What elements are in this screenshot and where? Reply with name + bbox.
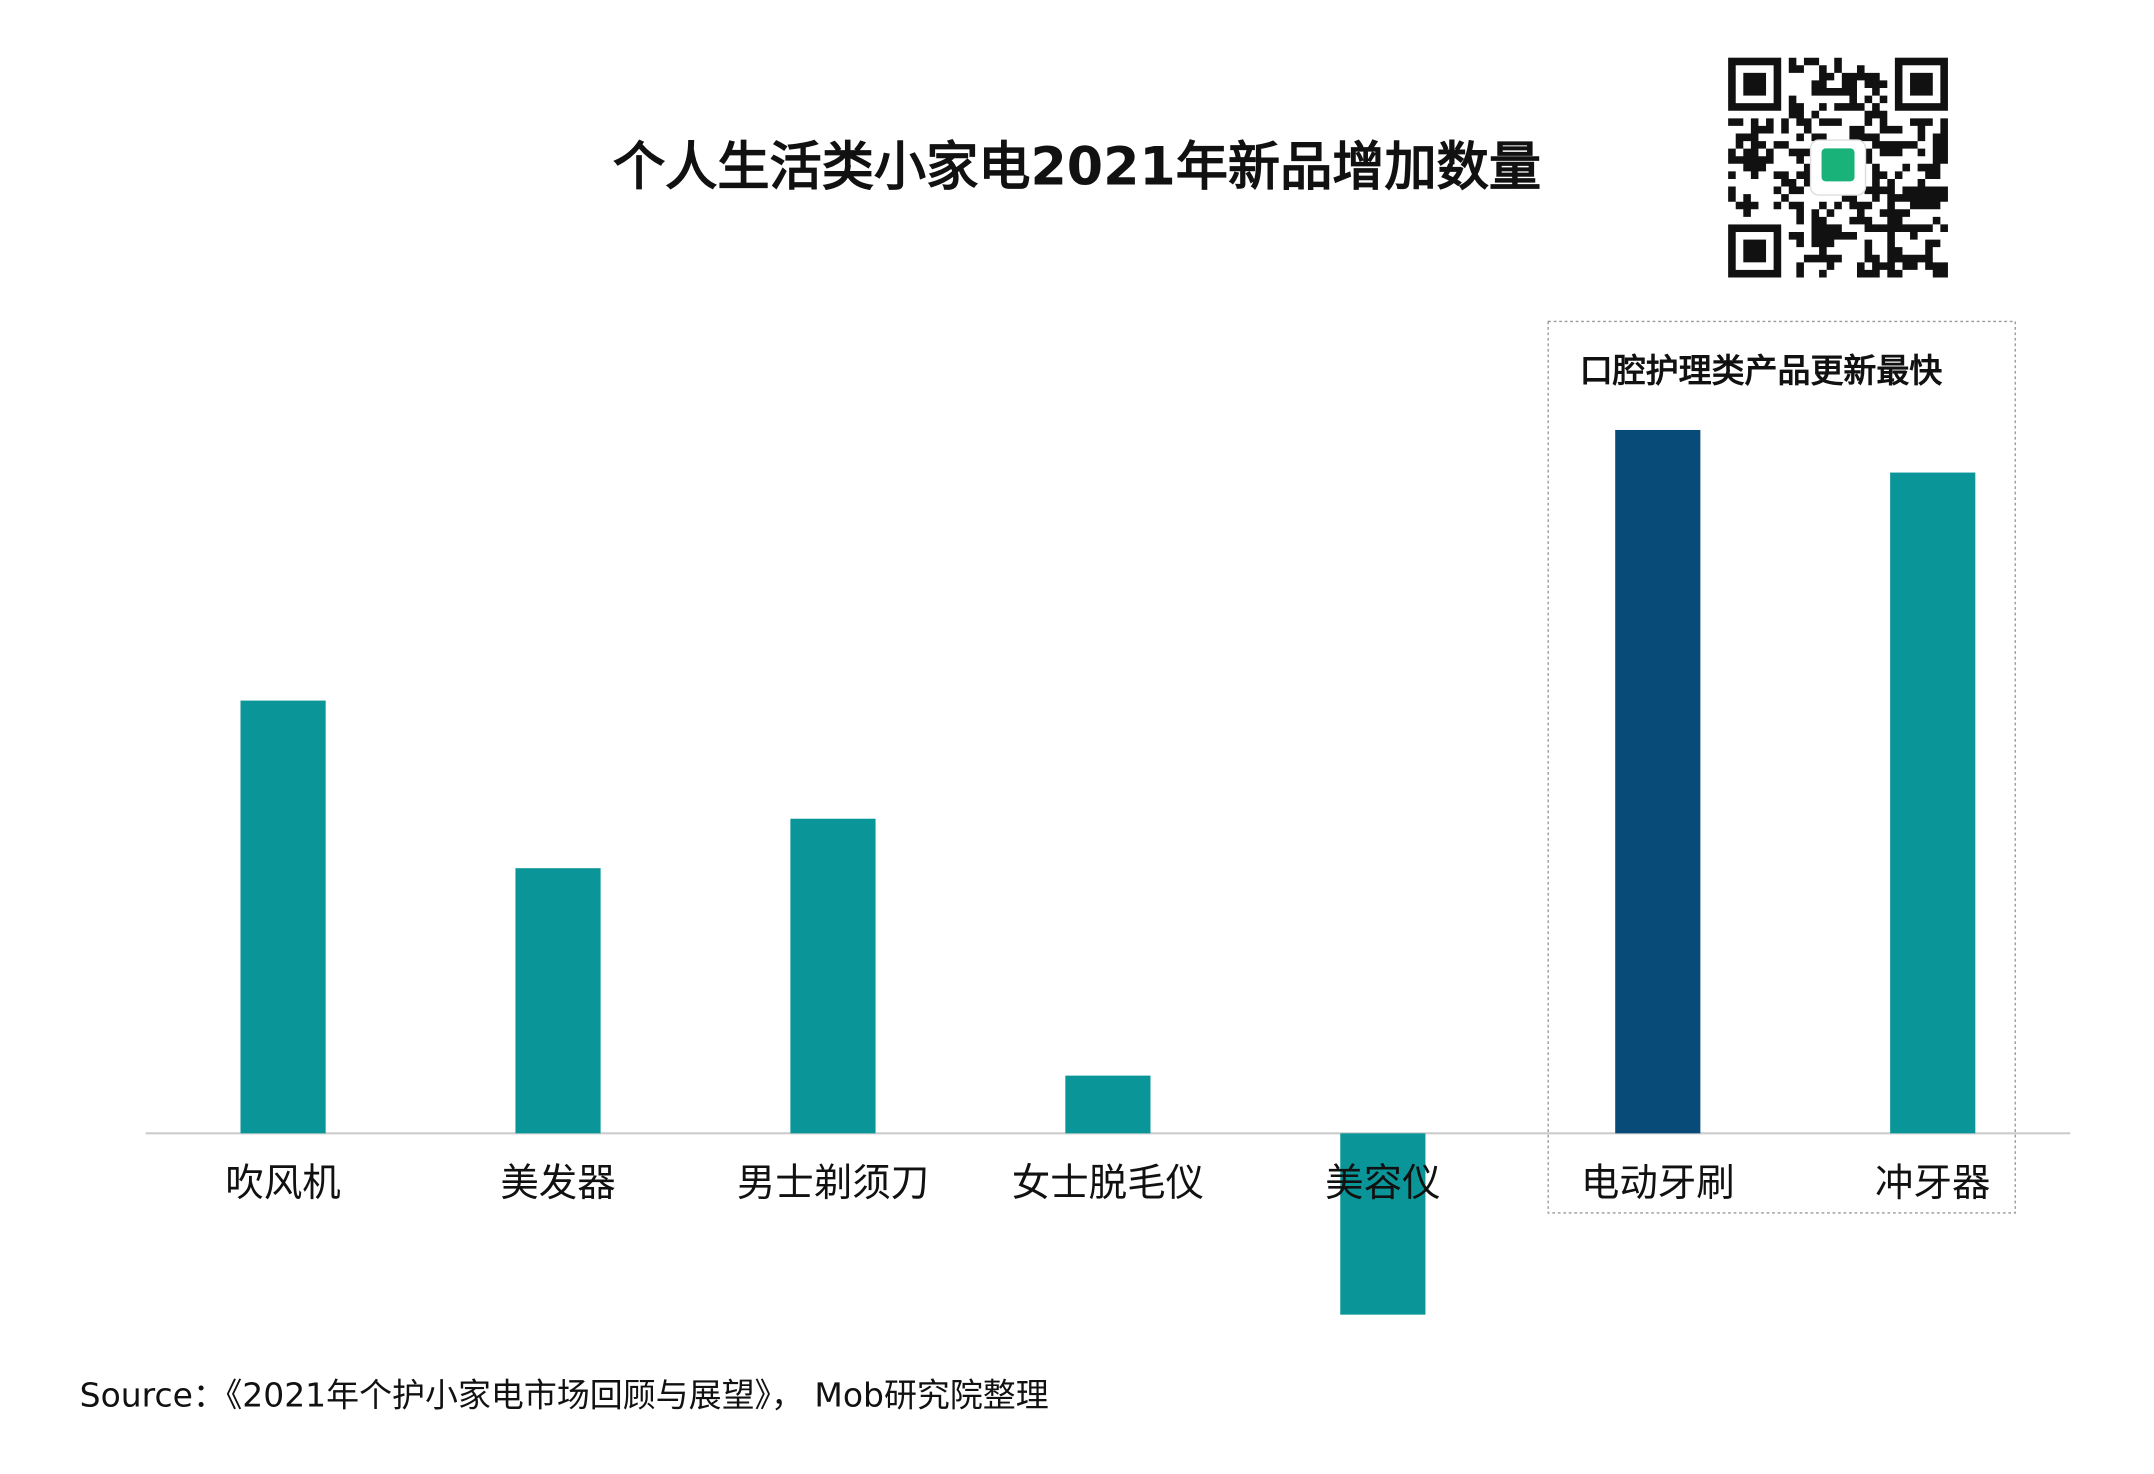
qr-modules	[1728, 57, 1948, 278]
bar	[515, 868, 601, 1134]
bar	[790, 818, 876, 1134]
bar	[240, 700, 326, 1134]
x-tick-label: 女士脱毛仪	[1012, 1161, 1204, 1206]
x-tick-label: 冲牙器	[1875, 1161, 1990, 1206]
bar	[1615, 429, 1701, 1134]
qr-finder-core	[1743, 72, 1767, 96]
x-tick-label: 吹风机	[225, 1161, 340, 1206]
bar	[1890, 472, 1976, 1134]
bar	[1340, 1133, 1426, 1315]
x-tick-label: 电动牙刷	[1581, 1161, 1735, 1206]
chart-title: 个人生活类小家电2021年新品增加数量	[613, 137, 1541, 197]
highlight-box	[1547, 320, 2016, 1214]
qr-finder-core	[1910, 72, 1933, 96]
qr-finder-core	[1743, 239, 1767, 263]
qr-code	[1728, 57, 1948, 278]
annotation: 口腔护理类产品更新最快	[1580, 351, 1944, 390]
source: Source：《2021年个护小家电市场回顾与展望》， Mob研究院整理	[80, 1376, 1049, 1415]
qr-finder	[1894, 57, 1948, 111]
bar	[1065, 1075, 1151, 1134]
x-tick-label: 美容仪	[1325, 1161, 1440, 1206]
qr-finder	[1728, 224, 1782, 278]
qr-finder	[1728, 57, 1782, 111]
qr-logo-mark	[1821, 148, 1855, 182]
x-tick-label: 男士剃须刀	[737, 1161, 929, 1206]
x-tick-label: 美发器	[500, 1161, 615, 1206]
